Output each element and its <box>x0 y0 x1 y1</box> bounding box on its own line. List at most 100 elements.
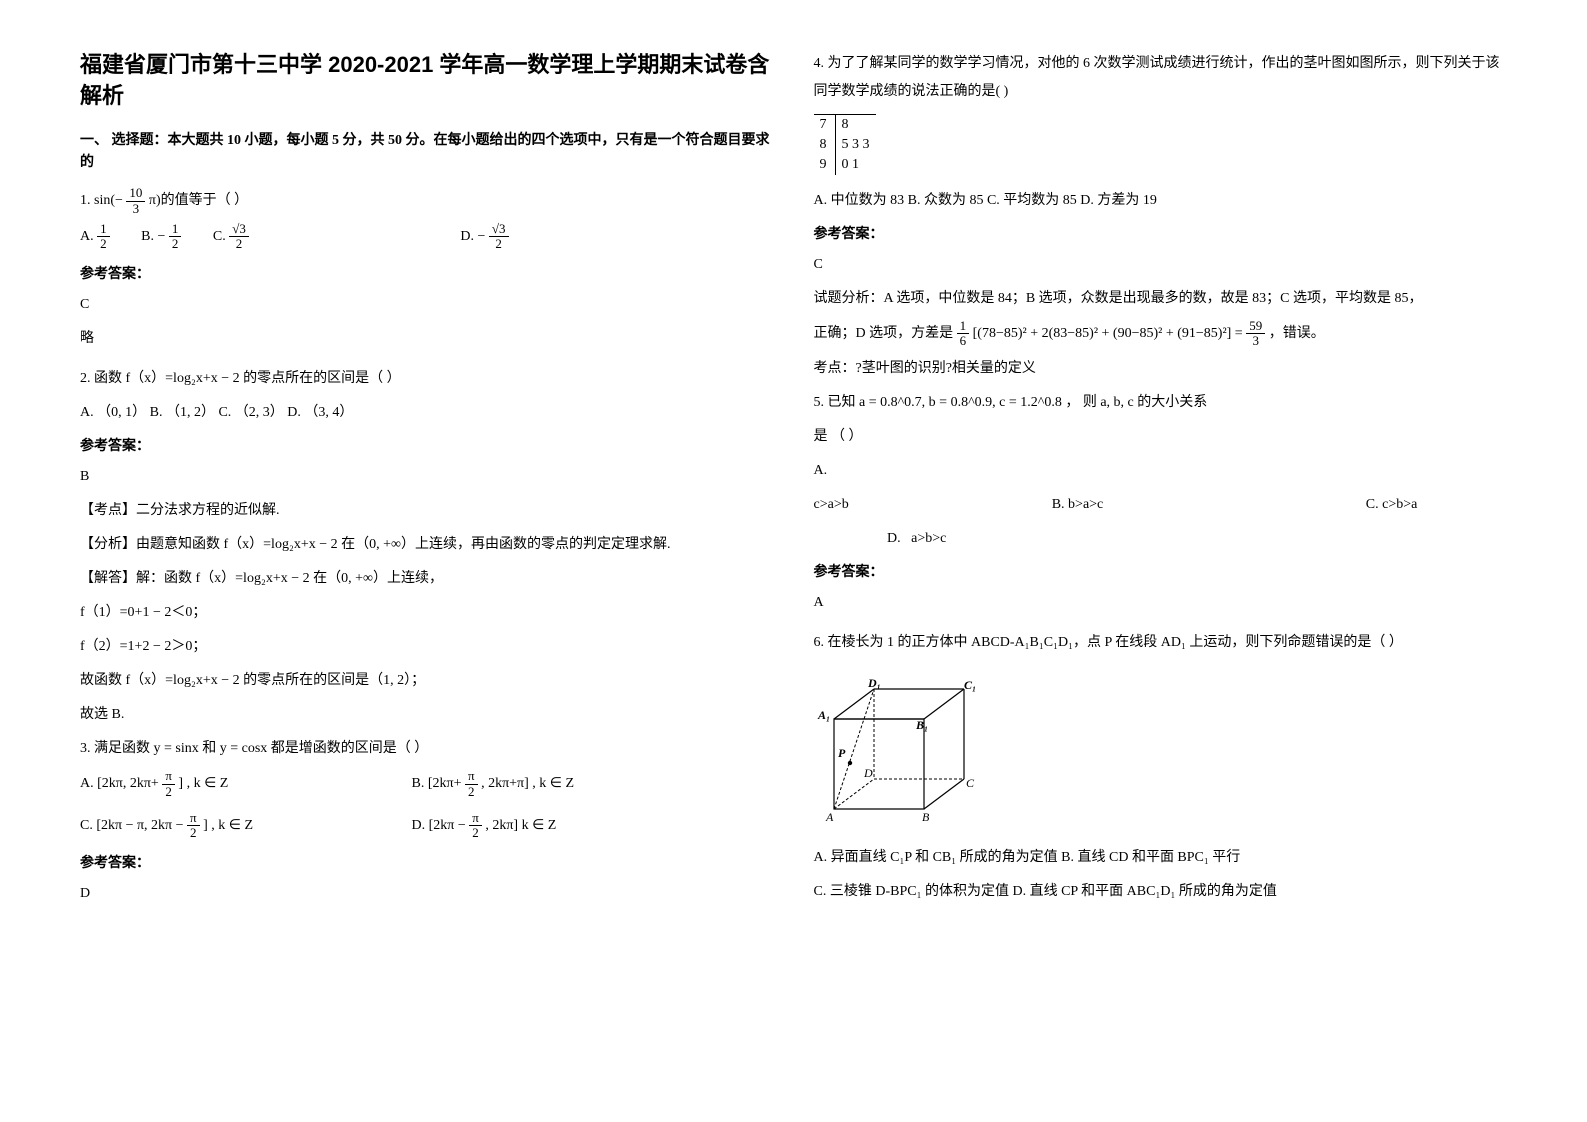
q3-B-den: 2 <box>465 785 478 799</box>
right-column: 4. 为了了解某同学的数学学习情况，对他的 6 次数学测试成绩进行统计，作出的茎… <box>794 50 1528 1072</box>
q4-e2-f1-num: 1 <box>957 319 970 334</box>
q3-options-row2: C. [2kπ − π, 2kπ − π 2 ] , k ∈ Z D. [2kπ… <box>80 811 774 842</box>
q1-options: A. 1 2 B. − 1 2 C. √3 2 D. − √3 2 <box>80 222 774 253</box>
q4-e2-f2-num: 59 <box>1246 319 1265 334</box>
q3-options-row1: A. [2kπ, 2kπ+ π 2 ] , k ∈ Z B. [2kπ+ π 2… <box>80 769 774 800</box>
q2-e2: 【分析】由题意知函数 f（x）=log₂x+x − 2 在（0, +∞）上连续，… <box>80 531 774 559</box>
q1-optA: A. 1 2 <box>80 222 110 253</box>
svg-text:D₁: D₁ <box>867 676 881 690</box>
svg-text:D: D <box>863 766 873 780</box>
q1-frac-den: 3 <box>126 202 145 216</box>
q3-answer: D <box>80 880 774 908</box>
q4-stem: 4. 为了了解某同学的数学学习情况，对他的 6 次数学测试成绩进行统计，作出的茎… <box>814 50 1508 106</box>
q5-optsD: D. a>b>c <box>814 525 1508 553</box>
section-1-heading: 一、 选择题：本大题共 10 小题，每小题 5 分，共 50 分。在每小题给出的… <box>80 130 774 175</box>
q2-e7: 故选 B. <box>80 701 774 729</box>
q1-optB-frac: 1 2 <box>169 222 182 252</box>
q3-D-post: , 2kπ] k ∈ Z <box>485 818 556 833</box>
q4-stem-r2c2: 5 3 3 <box>835 135 876 155</box>
q5-answer-label: 参考答案： <box>814 561 1508 581</box>
q4-stem-r2c1: 8 <box>814 135 836 155</box>
q3-A-pre: A. <box>80 776 97 791</box>
q3-B-pre: B. <box>412 776 428 791</box>
svg-text:C: C <box>966 776 975 790</box>
q3-stem: 3. 满足函数 y = sinx 和 y = cosx 都是增函数的区间是（ ） <box>80 735 774 763</box>
q4-e2-frac1: 1 6 <box>957 319 970 349</box>
q4-stem-r1c2: 8 <box>835 115 876 136</box>
q1-optC-den: 2 <box>229 237 249 251</box>
q1-optC: C. √3 2 <box>213 222 249 253</box>
q3-D-mid: [2kπ − <box>429 818 466 833</box>
q4-e2-f2-den: 3 <box>1246 334 1265 348</box>
q1-optB-num: 1 <box>169 222 182 237</box>
q3-optD: D. [2kπ − π 2 , 2kπ] k ∈ Z <box>412 811 557 842</box>
q3-C-den: 2 <box>187 826 200 840</box>
q3-D-num: π <box>469 811 482 826</box>
q1-optC-pre: C. <box>213 229 229 244</box>
q3-B-mid: [2kπ+ <box>428 776 462 791</box>
q5-stem2: 是 （ ） <box>814 423 1508 451</box>
q3-A-den: 2 <box>162 785 175 799</box>
q3-optA: A. [2kπ, 2kπ+ π 2 ] , k ∈ Z <box>80 769 380 800</box>
q4-stem-r1c1: 7 <box>814 115 836 136</box>
q4-e3: 考点：?茎叶图的识别?相关量的定义 <box>814 355 1508 383</box>
left-column: 福建省厦门市第十三中学 2020-2021 学年高一数学理上学期期末试卷含解析 … <box>60 50 794 1072</box>
q6-optsCD: C. 三棱锥 D-BPC₁ 的体积为定值 D. 直线 CP 和平面 ABC₁D₁… <box>814 878 1508 906</box>
q3-C-frac: π 2 <box>187 811 200 841</box>
svg-text:B: B <box>922 810 930 824</box>
q5-answer: A <box>814 589 1508 617</box>
q4-answer: C <box>814 251 1508 279</box>
q6-optsAB: A. 异面直线 C₁P 和 CB₁ 所成的角为定值 B. 直线 CD 和平面 B… <box>814 844 1508 872</box>
q4-stem-r3c1: 9 <box>814 155 836 175</box>
q3-A-post: ] , k ∈ Z <box>178 776 228 791</box>
svg-text:B₁: B₁ <box>915 718 928 732</box>
svg-text:A₁: A₁ <box>817 708 830 722</box>
q3-B-post: , 2kπ+π] , k ∈ Z <box>481 776 574 791</box>
q2-e6: 故函数 f（x）=log₂x+x − 2 的零点所在的区间是（1, 2）； <box>80 667 774 695</box>
q4-e2-mid: [(78−85)² + 2(83−85)² + (90−85)² + (91−8… <box>973 326 1243 341</box>
q6-cube-diagram: A B C D A₁ B₁ C₁ D₁ P <box>814 669 984 829</box>
q1-optC-num: √3 <box>229 222 249 237</box>
q1-optB-den: 2 <box>169 237 182 251</box>
q2-answer: B <box>80 463 774 491</box>
q3-C-post: ] , k ∈ Z <box>203 818 253 833</box>
q4-e2-f1-den: 6 <box>957 334 970 348</box>
q2-e5: f（2）=1+2 − 2＞0； <box>80 633 774 661</box>
q3-optB: B. [2kπ+ π 2 , 2kπ+π] , k ∈ Z <box>412 769 575 800</box>
q2-options: A. （0, 1） B. （1, 2） C. （2, 3） D. （3, 4） <box>80 399 774 427</box>
q3-A-num: π <box>162 769 175 784</box>
q4-options: A. 中位数为 83 B. 众数为 85 C. 平均数为 85 D. 方差为 1… <box>814 187 1508 215</box>
q4-stem-r3c2: 0 1 <box>835 155 876 175</box>
q1-optB: B. − 1 2 <box>141 222 181 253</box>
q3-B-frac: π 2 <box>465 769 478 799</box>
svg-text:A: A <box>825 810 834 824</box>
q2-e3: 【解答】解：函数 f（x）=log₂x+x − 2 在（0, +∞）上连续， <box>80 565 774 593</box>
q4-stem-leaf-table: 78 85 3 3 90 1 <box>814 114 876 175</box>
q1-explanation: 略 <box>80 325 774 353</box>
q5-optsLine: c>a>b B. b>a>c C. c>b>a <box>814 491 1508 519</box>
q1-optA-num: 1 <box>97 222 110 237</box>
q1-optD-den: 2 <box>489 237 509 251</box>
q1-stem-pre: 1. sin(− <box>80 193 123 208</box>
q3-A-mid: [2kπ, 2kπ+ <box>97 776 159 791</box>
q3-D-pre: D. <box>412 818 429 833</box>
q4-answer-label: 参考答案： <box>814 223 1508 243</box>
q1-stem-frac: 10 3 <box>126 186 145 216</box>
q1-optD-num: √3 <box>489 222 509 237</box>
q3-C-mid: [2kπ − π, 2kπ − <box>96 818 183 833</box>
q2-e4: f（1）=0+1 − 2＜0； <box>80 599 774 627</box>
q3-D-den: 2 <box>469 826 482 840</box>
q1-optD-frac: √3 2 <box>489 222 509 252</box>
q1-optA-den: 2 <box>97 237 110 251</box>
exam-title: 福建省厦门市第十三中学 2020-2021 学年高一数学理上学期期末试卷含解析 <box>80 50 774 112</box>
q1-stem: 1. sin(− 10 3 π)的值等于（ ） <box>80 186 774 216</box>
q4-e2-pre: 正确；D 选项，方差是 <box>814 326 954 341</box>
svg-text:C₁: C₁ <box>964 678 976 692</box>
q1-frac-num: 10 <box>126 186 145 201</box>
q4-e1: 试题分析：A 选项，中位数是 84；B 选项，众数是出现最多的数，故是 83；C… <box>814 285 1508 313</box>
svg-text:P: P <box>838 746 846 760</box>
q1-optA-frac: 1 2 <box>97 222 110 252</box>
q3-C-num: π <box>187 811 200 826</box>
q2-answer-label: 参考答案： <box>80 435 774 455</box>
q4-e2-post: ，错误。 <box>1269 326 1325 341</box>
